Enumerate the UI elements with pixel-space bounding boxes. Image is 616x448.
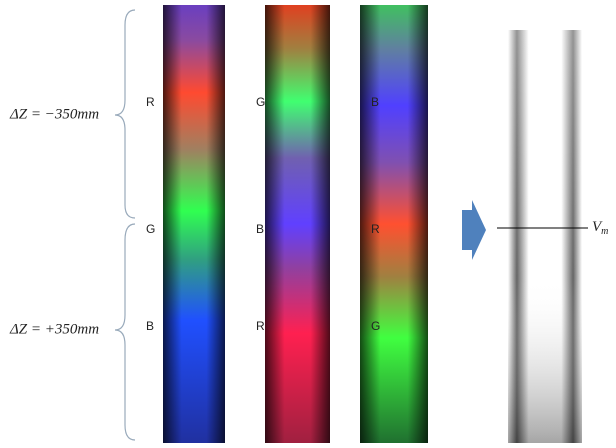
channel-label: B bbox=[371, 95, 379, 109]
channel-label: R bbox=[371, 222, 380, 236]
channel-label: B bbox=[146, 319, 154, 333]
channel-label: G bbox=[146, 222, 155, 236]
channel-label: B bbox=[256, 222, 264, 236]
delta-z-label: ΔZ = +350mm bbox=[9, 321, 99, 337]
figure: ΔZ = −350mm ΔZ = +350mm R G B G B R B R … bbox=[0, 0, 616, 448]
brace bbox=[115, 10, 135, 218]
strip-shade bbox=[163, 5, 225, 443]
vm-label: Vm bbox=[592, 219, 608, 237]
vm-sub: m bbox=[601, 226, 608, 237]
channel-label: R bbox=[256, 319, 265, 333]
brace bbox=[115, 224, 135, 440]
braces bbox=[115, 10, 135, 440]
arrow bbox=[462, 200, 486, 260]
grey-strip-shade bbox=[508, 30, 582, 443]
channel-label: R bbox=[146, 95, 155, 109]
channel-label: G bbox=[256, 95, 265, 109]
channel-label: G bbox=[371, 319, 380, 333]
strip-shade bbox=[265, 5, 330, 443]
delta-z-label: ΔZ = −350mm bbox=[9, 106, 99, 122]
